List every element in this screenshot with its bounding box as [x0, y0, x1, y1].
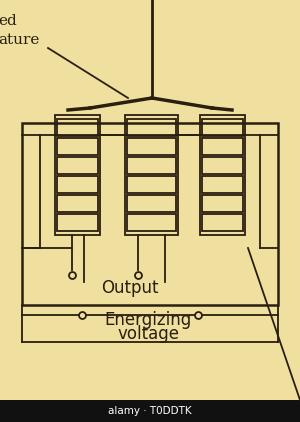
- Bar: [202, 214, 243, 230]
- Bar: [125, 115, 178, 235]
- Bar: [127, 119, 176, 135]
- Bar: [200, 115, 245, 235]
- Bar: [57, 176, 98, 192]
- Bar: [0, 400, 300, 422]
- Text: voltage: voltage: [117, 325, 179, 343]
- Bar: [57, 138, 98, 154]
- Bar: [57, 119, 98, 135]
- Bar: [202, 176, 243, 192]
- Text: Energizing: Energizing: [104, 311, 192, 329]
- Bar: [202, 138, 243, 154]
- Bar: [57, 214, 98, 230]
- Bar: [57, 195, 98, 211]
- Text: Output: Output: [101, 279, 159, 297]
- Bar: [202, 195, 243, 211]
- Text: ature: ature: [0, 33, 39, 47]
- Text: ed: ed: [0, 14, 17, 28]
- Bar: [202, 119, 243, 135]
- Bar: [55, 115, 100, 235]
- Bar: [202, 157, 243, 173]
- Bar: [127, 138, 176, 154]
- Bar: [127, 195, 176, 211]
- Bar: [57, 157, 98, 173]
- Bar: [22, 123, 278, 305]
- Bar: [127, 157, 176, 173]
- Bar: [127, 214, 176, 230]
- Text: alamy · T0DDTK: alamy · T0DDTK: [108, 406, 192, 416]
- Bar: [127, 176, 176, 192]
